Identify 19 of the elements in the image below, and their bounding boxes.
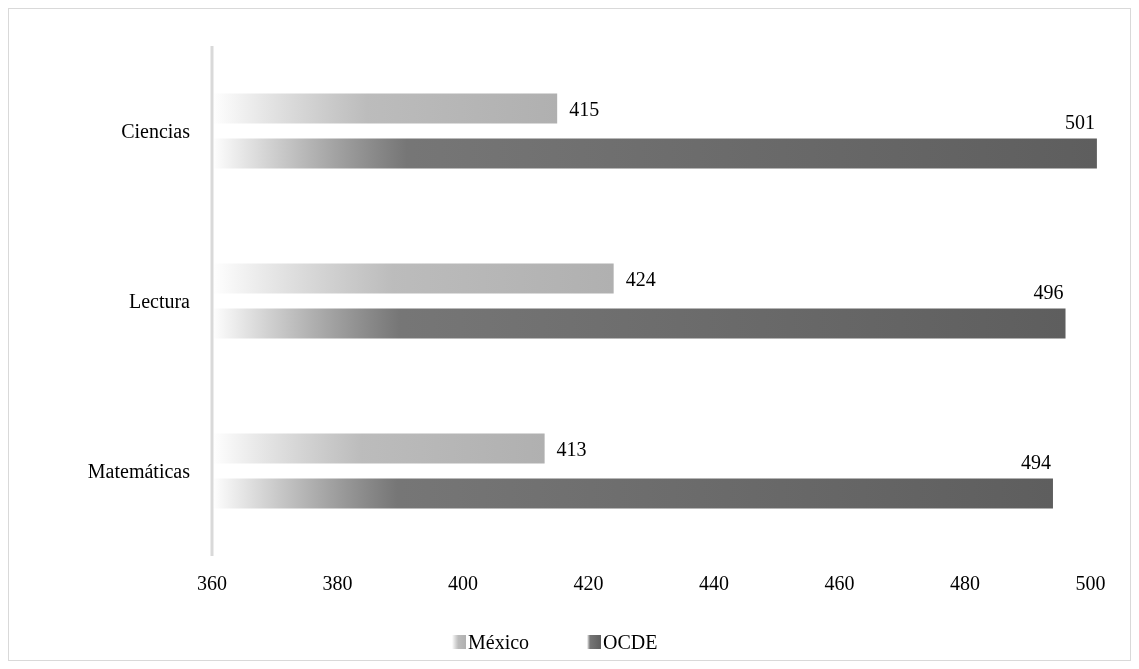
x-tick-label: 400 (448, 572, 479, 594)
data-label: 424 (625, 267, 656, 290)
y-tick-label: Ciencias (121, 120, 191, 142)
y-tick-label: Lectura (128, 290, 191, 312)
data-label: 415 (569, 97, 600, 120)
legend-label: México (468, 631, 530, 653)
data-label: 413 (556, 437, 587, 460)
legend-label: OCDE (603, 631, 658, 653)
x-tick-label: 360 (197, 572, 227, 594)
x-tick-label: 380 (322, 572, 353, 594)
x-tick-label: 480 (950, 572, 981, 594)
data-label: 501 (1064, 110, 1095, 133)
x-tick-label: 420 (573, 572, 604, 594)
x-tick-label: 500 (1075, 572, 1106, 594)
data-label: 494 (1020, 450, 1051, 473)
x-tick-label: 440 (699, 572, 730, 594)
data-label: 496 (1033, 280, 1064, 303)
x-tick-label: 460 (824, 572, 855, 594)
y-tick-label: Matemáticas (87, 460, 191, 482)
